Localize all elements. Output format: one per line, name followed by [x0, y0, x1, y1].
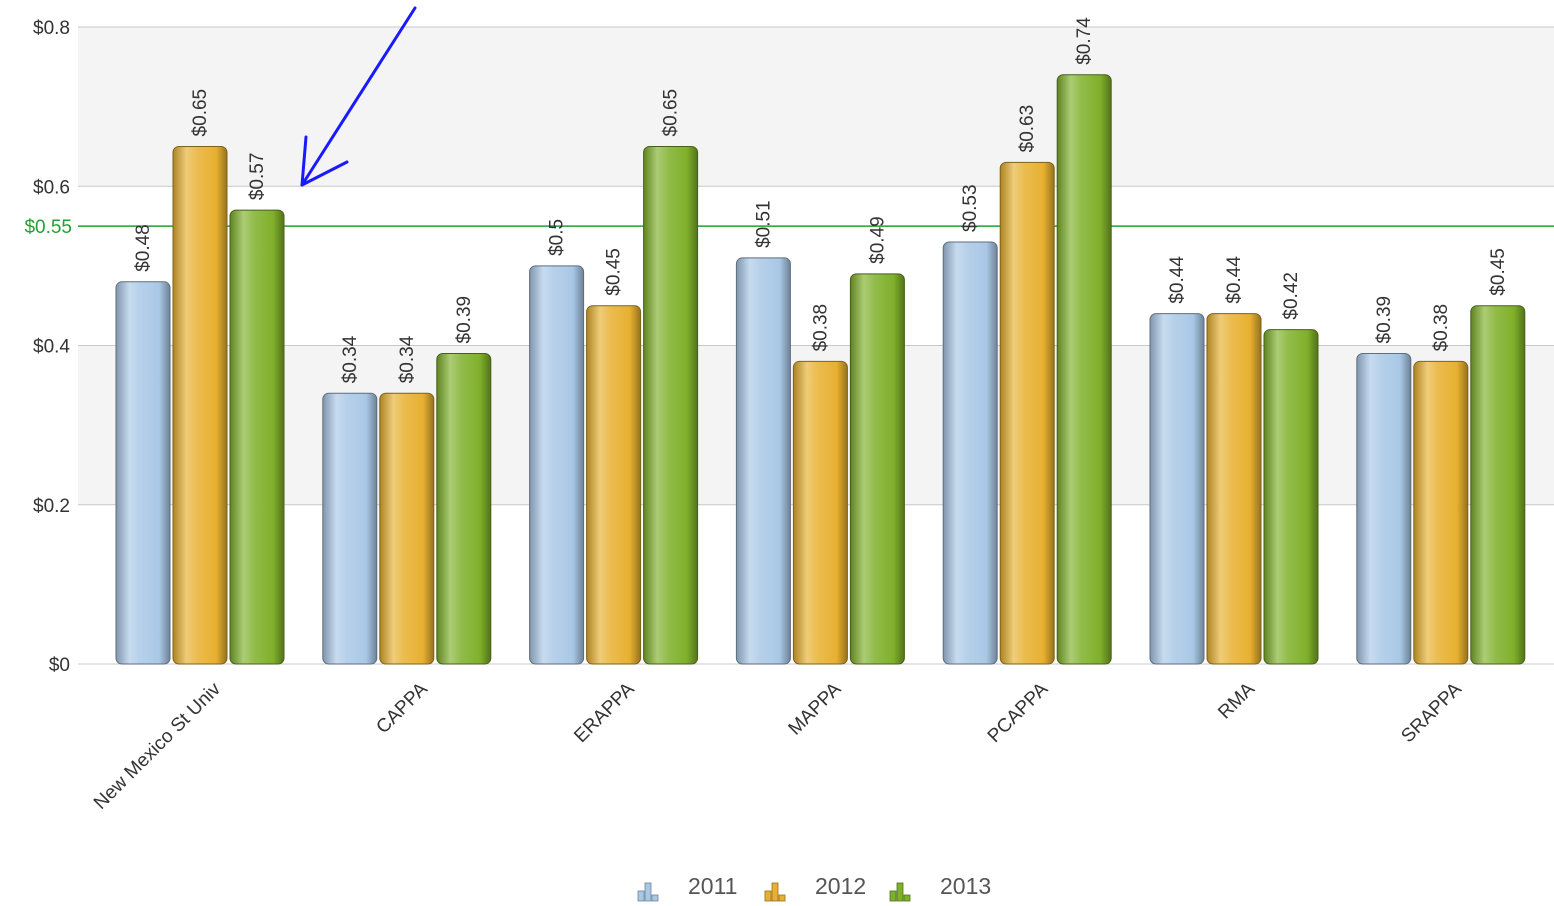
x-category-label: RMA: [1214, 678, 1259, 723]
bar[interactable]: [1263, 329, 1319, 665]
bar[interactable]: [1149, 313, 1205, 665]
legend-bar-icon: [764, 882, 786, 902]
bar-value-label: $0.49: [867, 216, 888, 264]
bar[interactable]: [1356, 352, 1412, 665]
bar[interactable]: [379, 392, 435, 665]
legend-item[interactable]: 2011: [637, 873, 737, 902]
legend-item[interactable]: 2012: [764, 873, 866, 902]
bar[interactable]: [436, 352, 492, 665]
bar[interactable]: [172, 145, 228, 665]
bar-value-label: $0.45: [1488, 248, 1509, 296]
bar-value-label: $0.38: [1431, 304, 1452, 352]
reference-line-label: $0.55: [24, 217, 72, 238]
plot-band: [78, 27, 1554, 187]
x-category-label: PCAPPA: [984, 678, 1053, 747]
y-tick-label: $0.8: [33, 18, 70, 39]
bar[interactable]: [229, 209, 285, 665]
bar[interactable]: [942, 241, 998, 665]
bar-value-label: $0.45: [604, 248, 625, 296]
bar-value-label: $0.34: [340, 335, 361, 383]
x-category-label: CAPPA: [372, 678, 432, 738]
bar-value-label: $0.44: [1167, 256, 1188, 304]
bar[interactable]: [849, 273, 905, 665]
legend-label: 2011: [688, 873, 737, 899]
bar-value-label: $0.57: [247, 153, 268, 201]
bar[interactable]: [999, 161, 1055, 665]
legend-item[interactable]: 2013: [889, 873, 991, 902]
y-tick-label: $0.6: [33, 177, 70, 198]
bar-value-label: $0.65: [661, 89, 682, 137]
legend-bar-icon: [637, 882, 659, 902]
bar-value-label: $0.38: [810, 304, 831, 352]
annotation-arrow-shaft: [300, 6, 417, 187]
bar[interactable]: [586, 305, 642, 665]
bar[interactable]: [1056, 74, 1112, 665]
bar[interactable]: [792, 360, 848, 665]
legend-label: 2013: [940, 873, 991, 899]
bar[interactable]: [529, 265, 585, 665]
bar-value-label: $0.65: [190, 89, 211, 137]
x-category-label: ERAPPA: [570, 678, 639, 747]
bar[interactable]: [735, 257, 791, 665]
x-category-label: MAPPA: [785, 678, 846, 739]
bar[interactable]: [322, 392, 378, 665]
x-category-label: SRAPPA: [1397, 678, 1466, 747]
annotation-arrow-head: [300, 135, 349, 187]
bar[interactable]: [1413, 360, 1469, 665]
bar-value-label: $0.51: [753, 200, 774, 248]
bar[interactable]: [643, 145, 699, 665]
bar[interactable]: [115, 281, 171, 665]
bar-value-label: $0.39: [454, 296, 475, 344]
y-tick-label: $0.2: [33, 496, 70, 517]
bar-value-label: $0.53: [960, 184, 981, 232]
bar-value-label: $0.39: [1374, 296, 1395, 344]
legend-bar-icon: [889, 882, 911, 902]
y-tick-label: $0: [49, 655, 70, 676]
bar-value-label: $0.63: [1017, 105, 1038, 153]
y-tick-label: $0.4: [33, 337, 70, 358]
bar-value-label: $0.74: [1074, 17, 1095, 65]
bar-value-label: $0.42: [1281, 272, 1302, 320]
bar-value-label: $0.34: [397, 335, 418, 383]
bar[interactable]: [1470, 305, 1526, 665]
bar[interactable]: [1206, 313, 1262, 665]
x-category-label: New Mexico St Univ: [90, 678, 225, 813]
bar-value-label: $0.48: [133, 224, 154, 272]
bar-value-label: $0.44: [1224, 256, 1245, 304]
legend-label: 2012: [815, 873, 866, 899]
bar-value-label: $0.5: [547, 219, 568, 256]
